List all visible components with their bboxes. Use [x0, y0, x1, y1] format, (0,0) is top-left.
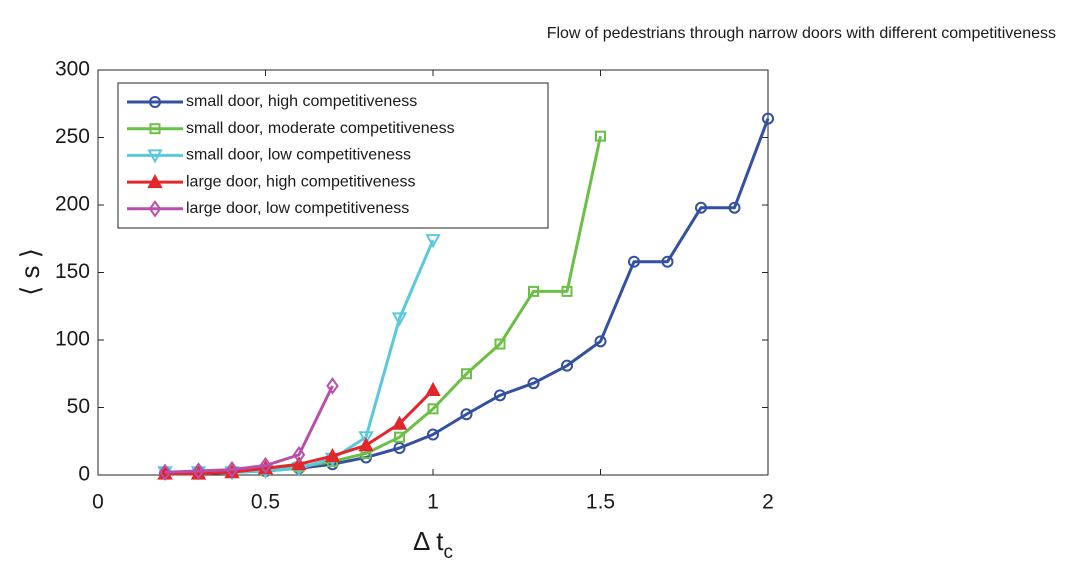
marker [149, 123, 161, 135]
marker [326, 377, 339, 395]
marker [427, 403, 439, 415]
y-axis-label: ⟨ s ⟩ [15, 248, 45, 296]
x-tick-label: 1 [427, 491, 439, 514]
x-tick-label: 2 [762, 491, 774, 514]
marker [259, 456, 272, 475]
marker [595, 130, 606, 142]
legend-label: small door, high competitiveness [186, 93, 417, 110]
y-tick-label: 0 [78, 463, 90, 486]
marker [147, 149, 163, 164]
legend: small door, high competitiveness small do… [117, 82, 549, 229]
marker [225, 460, 239, 479]
marker [391, 312, 408, 327]
marker [149, 96, 161, 108]
marker [291, 456, 307, 471]
y-tick-label: 300 [55, 58, 90, 81]
marker [561, 359, 573, 372]
marker [158, 463, 172, 482]
marker [461, 368, 472, 380]
marker [460, 408, 473, 421]
y-tick-label: 150 [55, 260, 90, 283]
marker [192, 462, 205, 480]
marker [358, 437, 374, 452]
x-axis-label: Δ tc [413, 526, 453, 563]
marker [425, 234, 441, 249]
marker [594, 335, 607, 348]
marker [292, 446, 306, 464]
x-tick-label: 0.5 [251, 491, 280, 514]
y-tick-label: 50 [67, 395, 90, 418]
series [157, 381, 441, 480]
marker [528, 285, 539, 297]
marker [762, 112, 774, 125]
marker [148, 200, 162, 218]
y-tick-label: 250 [55, 125, 90, 148]
marker [494, 338, 506, 350]
marker [695, 201, 707, 214]
series-line [165, 239, 435, 474]
marker [425, 381, 441, 396]
marker [494, 389, 506, 402]
legend-box [117, 82, 549, 229]
y-tick-label: 100 [55, 328, 90, 351]
marker [394, 431, 405, 443]
marker [561, 285, 573, 297]
legend-label: small door, moderate competitiveness [186, 120, 455, 137]
marker [661, 255, 674, 268]
marker [393, 442, 406, 454]
legend-label: large door, high competitiveness [186, 173, 415, 190]
marker [427, 428, 439, 441]
marker [324, 448, 341, 463]
y-tick-label: 200 [55, 193, 90, 216]
chart-title: Flow of pedestrians through narrow doors… [547, 25, 1056, 42]
series [158, 377, 339, 482]
series-line [164, 385, 334, 474]
marker [147, 174, 163, 189]
marker [728, 201, 741, 214]
legend-label: small door, low competitiveness [186, 147, 411, 164]
x-label-main: Δ t [413, 526, 444, 556]
x-tick-label: 1.5 [586, 491, 615, 514]
marker [628, 255, 640, 268]
x-tick-label: 0 [92, 491, 104, 514]
x-label-sub: c [443, 542, 453, 563]
marker [391, 415, 408, 430]
legend-label: large door, low competitiveness [186, 200, 409, 217]
marker [527, 377, 540, 390]
marker [358, 431, 374, 446]
